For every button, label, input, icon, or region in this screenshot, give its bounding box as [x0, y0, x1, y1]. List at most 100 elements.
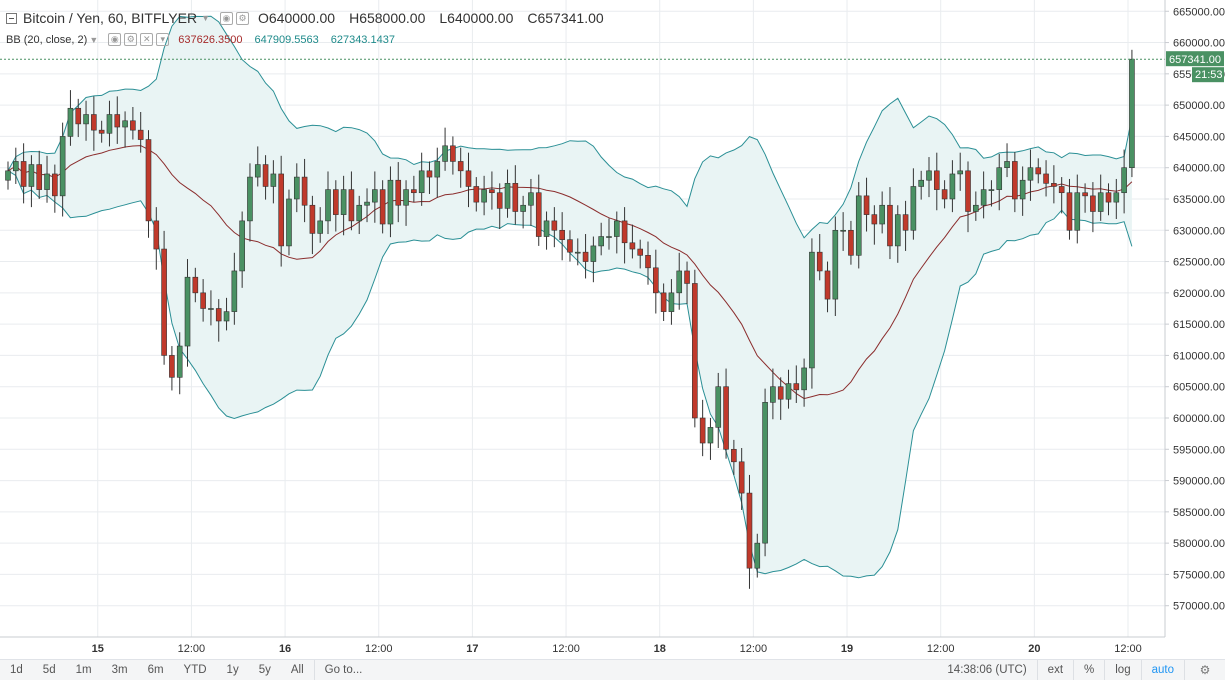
chevron-down-icon[interactable]: ▼	[89, 34, 99, 45]
candle	[793, 365, 800, 403]
candle-body	[176, 345, 183, 378]
candle-body	[528, 192, 534, 206]
candle-body	[848, 229, 854, 256]
candle	[333, 180, 339, 232]
candle	[5, 161, 11, 190]
candle-body	[20, 161, 27, 187]
candle-body	[59, 136, 66, 197]
candle	[801, 358, 807, 407]
candle	[465, 152, 472, 208]
range-1y[interactable]: 1y	[226, 664, 239, 676]
candle-body	[372, 189, 378, 203]
candle-body	[551, 220, 558, 231]
candle-body	[801, 367, 807, 391]
range-1m[interactable]: 1m	[75, 664, 92, 676]
symbol-title[interactable]: Bitcoin / Yen, 60, BITFLYER	[23, 10, 198, 26]
price-tick-label: 650000.00	[1173, 100, 1225, 112]
candle-body	[1082, 192, 1088, 197]
candle	[208, 290, 214, 326]
eye-icon[interactable]: ◉	[219, 11, 233, 25]
candle-body	[496, 192, 503, 209]
range-6m[interactable]: 6m	[147, 664, 164, 676]
candle	[1004, 143, 1010, 178]
range-all[interactable]: All	[281, 660, 315, 680]
candle	[840, 212, 846, 251]
price-chart[interactable]: 570000.00 575000.00 580000.00 585000.00 5900…	[0, 0, 1225, 659]
candle-body	[395, 179, 402, 206]
time-tick-label: 20	[1028, 643, 1040, 655]
candle	[707, 417, 714, 460]
auto-toggle[interactable]: auto	[1142, 660, 1185, 680]
candle-body	[247, 176, 253, 222]
candle-body	[481, 189, 487, 203]
bb-basis-value: 637626.3500	[178, 33, 243, 46]
candle	[450, 136, 456, 175]
candle	[1051, 165, 1057, 204]
range-5y[interactable]: 5y	[258, 664, 271, 676]
candle	[387, 166, 394, 238]
range-5d[interactable]: 5d	[42, 664, 56, 676]
candle-body	[957, 170, 964, 175]
candle	[535, 174, 542, 246]
price-tick-label: 615000.00	[1173, 319, 1225, 331]
candle-body	[871, 214, 878, 225]
candle	[1035, 158, 1042, 184]
collapse-icon[interactable]	[6, 12, 17, 24]
candle	[1090, 182, 1096, 233]
candle-body	[91, 114, 97, 131]
candle	[754, 533, 761, 578]
candle-body	[1097, 192, 1104, 212]
chevron-down-icon[interactable]: ▼	[201, 13, 210, 23]
price-tick-label: 635000.00	[1173, 194, 1225, 206]
candle	[1082, 183, 1088, 213]
candle-body	[918, 179, 924, 187]
candle-body	[637, 248, 644, 256]
candle-body	[145, 139, 152, 222]
candle	[1058, 177, 1065, 214]
range-1d[interactable]: 1d	[10, 664, 23, 676]
gear-icon[interactable]: ⚙	[1199, 663, 1211, 677]
candle-body	[574, 251, 581, 254]
candle	[403, 180, 409, 226]
more-icon[interactable]: ▾	[156, 33, 170, 46]
settings-icon[interactable]: ⚙	[235, 11, 249, 25]
candle-body	[169, 355, 175, 378]
close-icon[interactable]: ✕	[140, 33, 154, 46]
candle-body	[949, 173, 956, 200]
candle	[254, 146, 261, 187]
time-tick-label: 18	[654, 643, 666, 655]
candle	[161, 230, 167, 365]
candle	[489, 171, 495, 210]
log-toggle[interactable]: log	[1105, 660, 1142, 680]
candle-body	[973, 204, 979, 212]
range-ytd[interactable]: YTD	[183, 664, 207, 676]
candle	[317, 207, 324, 243]
goto-button[interactable]: Go to...	[324, 664, 363, 676]
ext-toggle[interactable]: ext	[1038, 660, 1075, 680]
price-axis: 570000.00 575000.00 580000.00 585000.00 5900…	[1165, 6, 1225, 613]
candle-body	[809, 251, 815, 369]
settings-icon[interactable]: ⚙	[124, 33, 138, 46]
eye-icon[interactable]: ◉	[108, 33, 122, 46]
time-tick-label: 16	[279, 643, 291, 655]
countdown-label: 21:53	[1195, 69, 1223, 81]
candle	[598, 222, 604, 256]
percent-toggle[interactable]: %	[1074, 660, 1106, 680]
candle	[887, 187, 893, 260]
candle-body	[731, 448, 737, 463]
candle-body	[582, 251, 589, 262]
candle-body	[598, 236, 604, 247]
candle	[348, 171, 355, 231]
candle	[723, 368, 729, 459]
candle-body	[473, 186, 480, 203]
time-tick-label: 17	[466, 643, 478, 655]
candle	[746, 474, 753, 589]
range-3m[interactable]: 3m	[111, 664, 128, 676]
time-tick-label: 19	[841, 643, 853, 655]
candle	[699, 399, 706, 457]
symbol-legend: Bitcoin / Yen, 60, BITFLYER ▼ ◉ ⚙ O 64000…	[6, 10, 618, 26]
candle	[855, 182, 862, 269]
candle	[293, 163, 300, 213]
indicator-name[interactable]: BB (20, close, 2)	[6, 33, 88, 46]
candle	[660, 283, 667, 322]
